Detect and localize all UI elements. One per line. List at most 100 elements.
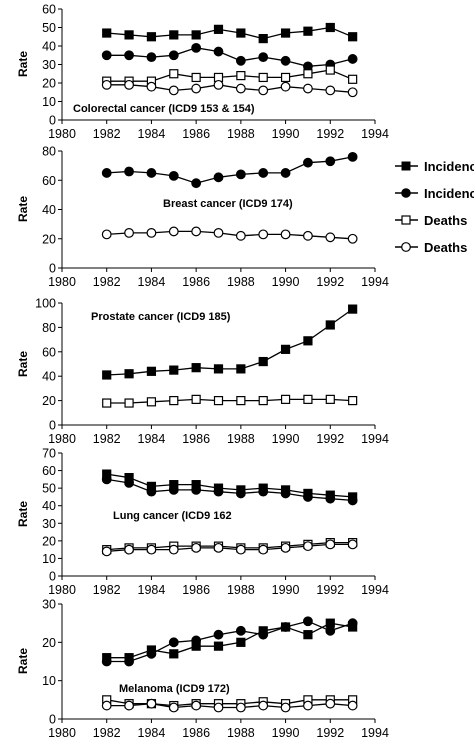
data-point [146,486,157,497]
y-tick-label: 100 [35,297,56,311]
y-tick-label: 0 [49,570,56,584]
data-point [235,544,246,555]
data-point [280,55,291,66]
series-line [106,620,353,663]
y-tick-label: 20 [42,77,56,91]
data-point [101,700,112,711]
data-point [258,168,269,178]
data-point [168,85,179,96]
data-point [169,30,179,40]
data-point [124,700,134,711]
x-tick-label: 1982 [93,583,121,597]
data-point [146,544,157,555]
legend-item-incidence-filled-square: Incidenc [395,159,474,174]
series-open-circle [101,226,358,244]
series-line [106,473,353,498]
series-line [106,47,353,67]
y-tick-label: 40 [42,499,56,513]
x-tick-label: 1986 [182,275,210,289]
data-point [325,85,336,96]
data-point [213,79,224,90]
chart-panel-3: 0 20 40 60 80 100 1980 1982 1984 1986 1988 1990 1992… [16,297,389,447]
series-filled-square [102,469,358,502]
data-point [213,46,224,57]
legend: Incidenc Incidenc Deaths Deaths [395,159,474,255]
data-point [213,227,224,238]
y-tick-label: 50 [42,482,56,496]
data-point [191,363,201,373]
data-point [280,168,291,178]
data-point [258,33,268,44]
y-tick-label: 30 [42,598,56,612]
y-tick-label: 60 [42,174,56,188]
data-point [325,539,336,550]
data-point [347,233,358,244]
x-tick-label: 1994 [361,127,389,141]
data-point [347,87,358,98]
x-tick-label: 1982 [93,726,121,740]
x-tick-label: 1986 [182,127,210,141]
data-point [191,83,202,94]
data-point [168,170,179,181]
y-tick-label: 0 [49,713,56,727]
data-point [124,227,134,238]
y-tick-label: 30 [42,517,56,531]
x-tick-label: 1994 [361,432,389,446]
series-line [106,398,353,404]
x-tick-label: 1988 [227,726,255,740]
data-point [191,394,201,404]
series-line [106,26,353,40]
data-point [102,370,112,380]
x-tick-label: 1986 [182,726,210,740]
data-point [101,474,112,485]
x-tick-label: 1994 [361,583,389,597]
x-tick-label: 1994 [361,726,389,740]
y-tick-label: 20 [42,394,56,408]
series-filled-square [102,304,358,380]
y-tick-label: 50 [42,21,56,35]
data-point [303,83,313,94]
y-tick-label: 10 [42,552,56,566]
data-point [102,398,112,408]
data-point [124,30,134,40]
data-point [168,702,179,713]
legend-item-deaths-open-square: Deaths [395,213,467,228]
data-point [146,81,157,92]
y-tick-label: 40 [42,40,56,54]
y-tick-label: 40 [42,203,56,217]
data-point [347,618,358,629]
legend-label-1: Incidenc [424,159,474,174]
chart-title: Colorectal cancer (ICD9 153 & 154) [73,103,255,115]
data-point [101,546,112,557]
data-point [235,702,246,713]
data-point [258,85,269,96]
data-point [280,622,291,632]
data-point [348,396,358,406]
series-filled-circle [101,616,358,667]
data-point [325,625,336,636]
data-point [236,28,246,38]
x-tick-label: 1986 [182,583,210,597]
data-point [168,544,179,555]
data-point [169,396,179,406]
chart-title: Prostate cancer (ICD9 185) [91,311,231,323]
x-tick-label: 1984 [138,275,166,289]
legend-marker-filled-circle [401,188,411,198]
x-tick-label: 1992 [316,432,344,446]
data-point [146,52,157,62]
data-point [236,364,246,374]
y-tick-label: 80 [42,321,56,335]
data-point [280,394,291,404]
y-axis-label: Rate [16,196,30,222]
y-tick-label: 60 [42,3,56,17]
data-point [280,488,291,499]
x-tick-label: 1990 [272,127,300,141]
chart-panels: 0 10 20 30 40 50 60 1980 1982 1984 1986 1988 1990 199… [16,3,389,741]
data-point [325,232,336,243]
data-point [146,168,157,178]
series-filled-circle [101,42,358,72]
data-point [347,54,358,64]
data-point [280,28,291,38]
y-tick-label: 20 [42,534,56,548]
data-point [303,336,313,346]
